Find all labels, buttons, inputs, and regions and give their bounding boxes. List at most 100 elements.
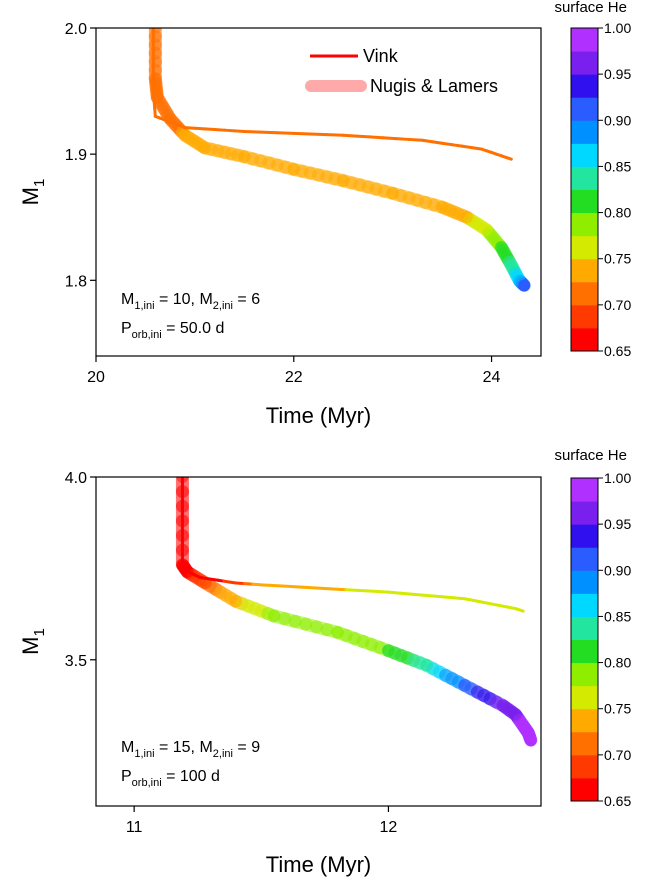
- colorbar-segment: [571, 754, 598, 779]
- series-segment: [470, 146, 484, 151]
- series-segment: [504, 156, 513, 161]
- series-nugis-lamers: [175, 477, 538, 747]
- colorbar-tick-label: 0.95: [604, 516, 631, 532]
- series-point: [149, 72, 162, 85]
- colorbar-segment: [571, 235, 598, 260]
- series-segment: [259, 130, 279, 135]
- series-end-point: [518, 279, 531, 292]
- series-vink: [180, 477, 525, 613]
- series-vink: [151, 28, 513, 161]
- colorbar-tick-label: 0.85: [604, 608, 631, 624]
- colorbar-segment: [571, 97, 598, 121]
- parameter-annotation: M1,ini = 10, M2,ini = 6: [121, 291, 260, 312]
- colorbar-segment: [571, 639, 598, 664]
- colorbar-tick-label: 0.65: [604, 343, 631, 359]
- colorbar-tick-label: 0.95: [604, 66, 631, 82]
- x-tick-label: 20: [87, 369, 105, 386]
- parameter-annotation: M1,ini = 15, M2,ini = 9: [121, 739, 260, 760]
- series-segment: [381, 136, 398, 141]
- series-point: [238, 150, 251, 163]
- y-tick-label: 3.5: [65, 653, 87, 670]
- series-point: [198, 141, 211, 154]
- series-point: [496, 699, 509, 712]
- y-tick-label: 2.0: [65, 21, 87, 38]
- x-tick-label: 11: [126, 819, 143, 836]
- colorbar-label: surface He: [554, 0, 627, 16]
- chart-panel-2: 3.5 4.0 11 12 Time (Myr) M1 M1,ini = 15, M2,in…: [18, 447, 631, 877]
- series-segment: [460, 144, 474, 150]
- series-point: [460, 211, 473, 224]
- y-tick-label: 1.9: [65, 147, 87, 164]
- axes-frame: [95, 27, 542, 357]
- colorbar-tick-label: 0.80: [604, 655, 631, 671]
- colorbar-segment: [571, 189, 598, 214]
- series-segment: [430, 140, 444, 145]
- series-segment: [407, 137, 424, 142]
- legend-label-vink: Vink: [363, 46, 399, 66]
- x-tick-label: 24: [483, 369, 501, 386]
- colorbar-segment: [571, 662, 598, 687]
- colorbar-tick-label: 0.90: [604, 562, 631, 578]
- colorbar-tick-label: 0.90: [604, 112, 631, 128]
- series-segment: [193, 126, 207, 131]
- series-point: [436, 201, 449, 214]
- series-nugis-lamers: [148, 28, 531, 292]
- plot-area: [148, 28, 531, 292]
- series-segment: [223, 128, 236, 133]
- colorbar-frame: [570, 27, 599, 352]
- y-tick-label: 4.0: [65, 470, 87, 487]
- series-point: [287, 163, 300, 176]
- colorbar-tick-label: 0.85: [604, 158, 631, 174]
- legend: Vink Nugis & Lamers: [305, 46, 498, 96]
- series-segment: [323, 586, 348, 592]
- y-axis-label: M1: [18, 179, 48, 206]
- series-segment: [354, 134, 372, 139]
- series-segment: [440, 141, 454, 147]
- x-tick-label: 12: [380, 819, 398, 836]
- colorbar-segment: [571, 258, 598, 283]
- series-point: [382, 644, 395, 657]
- chart-panel-1: 1.8 1.9 2.0 20 22 24 Time (Myr) M1 M1,ini = 10, …: [18, 0, 631, 428]
- colorbar-segment: [571, 777, 598, 802]
- colorbar-segment: [571, 143, 598, 167]
- colorbar-segment: [571, 304, 598, 329]
- colorbar-segment: [571, 327, 598, 352]
- colorbar-segment: [571, 74, 598, 98]
- series-segment: [450, 596, 467, 601]
- colorbar-segment: [571, 478, 598, 502]
- series-segment: [420, 138, 434, 144]
- colorbar-segment: [571, 593, 598, 617]
- series-segment: [292, 131, 312, 136]
- series-segment: [213, 128, 227, 132]
- colorbar-segment: [571, 120, 598, 144]
- colorbar: 0.65 0.70 0.75 0.80 0.85 0.90 0.95 1.00 surface …: [554, 447, 631, 809]
- series-end-point: [524, 734, 537, 747]
- axes-frame: [95, 476, 542, 807]
- colorbar-frame: [570, 477, 599, 802]
- y-tick-label: 1.8: [65, 273, 87, 290]
- series-point: [386, 187, 399, 200]
- series-segment: [365, 589, 390, 594]
- colorbar-tick-label: 0.80: [604, 205, 631, 221]
- series-point: [495, 241, 508, 254]
- series-point: [229, 595, 242, 608]
- series-segment: [341, 133, 358, 138]
- colorbar-segment: [571, 524, 598, 548]
- colorbar-tick-label: 0.70: [604, 297, 631, 313]
- series-segment: [386, 590, 403, 595]
- colorbar-tick-label: 0.70: [604, 747, 631, 763]
- legend-label-nugis-lamers: Nugis & Lamers: [370, 76, 498, 96]
- series-segment: [242, 129, 263, 134]
- series-segment: [412, 592, 429, 597]
- x-axis-label: Time (Myr): [266, 403, 372, 428]
- series-point: [420, 659, 433, 672]
- series-segment: [437, 595, 454, 600]
- colorbar-segment: [571, 51, 598, 75]
- colorbar: 0.65 0.70 0.75 0.80 0.85 0.90 0.95 1.00 surface …: [554, 0, 631, 359]
- colorbar-segment: [571, 708, 598, 733]
- series-segment: [259, 583, 284, 588]
- series-point: [517, 719, 530, 732]
- colorbar-segment: [571, 212, 598, 237]
- plot-area: [175, 477, 538, 747]
